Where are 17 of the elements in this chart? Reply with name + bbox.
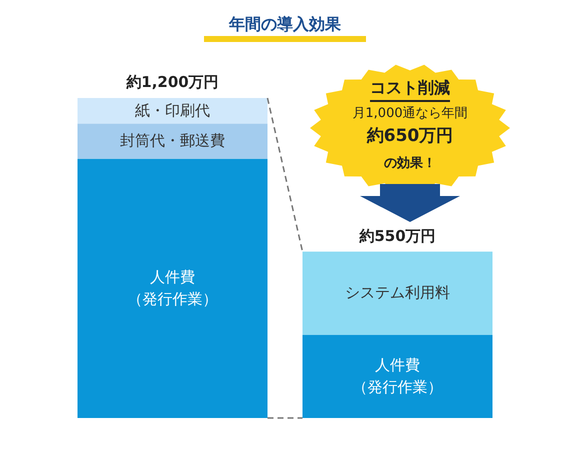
- total-label: 約550万円: [359, 226, 436, 246]
- bar: [302, 334, 492, 418]
- series-label: 紙・印刷代: [135, 102, 210, 120]
- total-label: 約1,200万円: [126, 73, 219, 92]
- chart-title: 年間の導入効果: [228, 16, 342, 34]
- series-label: システム利用料: [345, 284, 450, 302]
- annotation: 月1,000通なら年間: [352, 105, 468, 122]
- bar: [78, 158, 268, 418]
- annotation: の効果！: [384, 155, 436, 172]
- bar: [78, 98, 268, 124]
- annotation: 約650万円: [366, 125, 454, 147]
- series-label: 封筒代・郵送費: [120, 132, 225, 150]
- series-label: 人件費（発行作業）: [352, 356, 442, 396]
- bar: [78, 124, 268, 159]
- text: コスト削減: [370, 78, 450, 102]
- bar: [302, 252, 492, 335]
- text: 人件費（発行作業）: [128, 268, 218, 308]
